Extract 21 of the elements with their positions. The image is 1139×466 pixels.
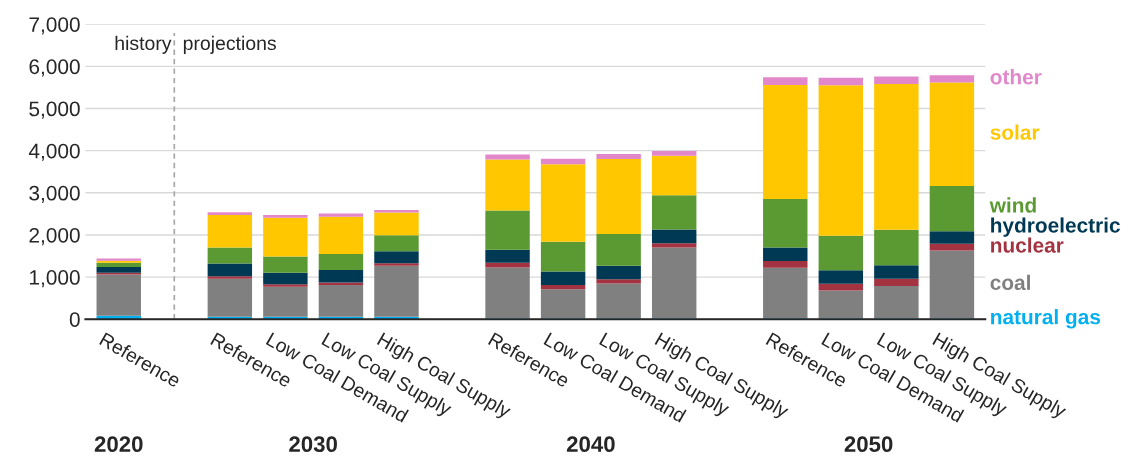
- series-label: hydroelectric: [991, 217, 1120, 237]
- series-label: other: [990, 69, 1042, 85]
- y-tick-label: 1,000: [30, 270, 80, 288]
- y-tick-label: 4,000: [28, 143, 80, 161]
- y-tick-label: 3,000: [29, 185, 80, 204]
- y-tick-label: 0: [69, 312, 80, 327]
- y-tick-label: 7,000: [29, 17, 80, 35]
- y-tick-label: 6,000: [29, 59, 80, 77]
- series-label: wind: [989, 197, 1036, 213]
- annotation: history: [115, 35, 172, 54]
- text: 2050: [844, 436, 893, 453]
- series-label: natural gas: [991, 309, 1101, 329]
- series-label: solar: [990, 124, 1040, 140]
- text: 2030: [289, 436, 337, 453]
- series-label: nuclear: [991, 237, 1064, 253]
- annotation: projections: [183, 35, 276, 54]
- y-tick-label: 5,000: [29, 101, 80, 119]
- series-label: coal: [990, 274, 1030, 291]
- text: 2040: [566, 436, 615, 453]
- y-tick-label: 2,000: [29, 227, 80, 246]
- text: 2020: [94, 436, 143, 453]
